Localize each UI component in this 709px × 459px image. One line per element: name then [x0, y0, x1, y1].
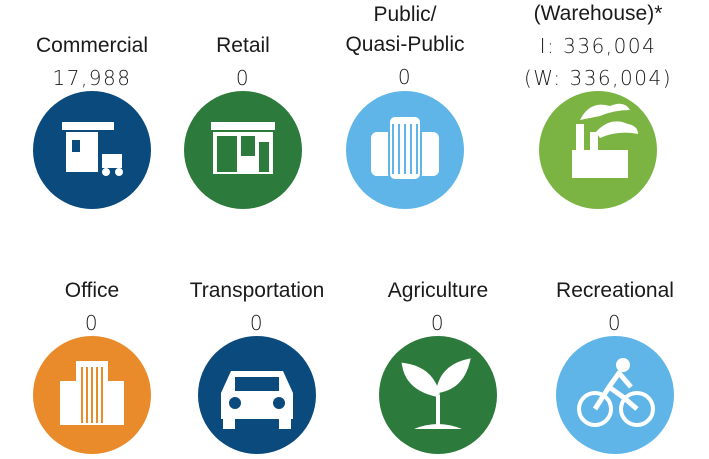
- category-label: Public/: [373, 3, 436, 26]
- icon-part: [580, 103, 630, 120]
- category-value: 0: [398, 65, 412, 89]
- icon: [221, 371, 293, 429]
- icon-part: [577, 391, 613, 427]
- icon-part: [596, 121, 638, 138]
- icon-part: [102, 154, 122, 168]
- icon-part: [273, 397, 285, 409]
- category-label: Retail: [216, 34, 270, 57]
- icon: [371, 115, 439, 181]
- icon-part: [616, 358, 630, 372]
- category-label: Quasi-Public: [345, 33, 464, 56]
- category-value: (W: 336,004): [524, 66, 672, 90]
- icon-part: [241, 136, 255, 156]
- icon: [401, 358, 471, 429]
- category-value: 0: [250, 311, 264, 335]
- icon-part: [401, 358, 471, 425]
- icon-part: [619, 391, 655, 427]
- icon-part: [60, 381, 78, 425]
- icon-part: [106, 381, 124, 425]
- icon-part: [66, 132, 98, 172]
- land-use-item: Agriculture 0: [379, 279, 497, 454]
- category-value: 0: [236, 66, 250, 90]
- icon-part: [229, 397, 241, 409]
- icon-circle: [556, 336, 674, 454]
- icon: [62, 122, 123, 176]
- icon-part: [576, 124, 584, 152]
- icon-part: [217, 136, 237, 172]
- land-use-item: Industrial(Warehouse)*I: 336,004(W: 336,…: [524, 2, 672, 209]
- icon: [572, 103, 638, 178]
- icon-part: [211, 122, 275, 130]
- category-label: Transportation: [190, 279, 325, 302]
- icon-part: [590, 132, 598, 152]
- icon: [60, 361, 124, 425]
- land-use-item: Transportation 0: [190, 279, 325, 454]
- icon-part: [223, 419, 235, 429]
- land-use-item: Retail 0: [184, 34, 302, 209]
- category-label: Agriculture: [388, 279, 488, 302]
- icon-part: [115, 168, 123, 176]
- category-value: 0: [431, 311, 445, 335]
- icon-part: [592, 370, 639, 411]
- land-use-item: Office 0: [33, 279, 151, 454]
- icon-part: [102, 168, 110, 176]
- icon-part: [572, 150, 628, 178]
- category-value: I: 336,004: [540, 34, 657, 58]
- icon: [577, 358, 655, 427]
- category-value: 0: [85, 311, 99, 335]
- icon-part: [235, 377, 279, 391]
- category-label: Commercial: [36, 34, 148, 57]
- category-value: 0: [608, 311, 622, 335]
- category-value: 17,988: [53, 66, 132, 90]
- land-use-item: Public/Quasi-Public 0: [345, 3, 465, 209]
- category-label: Office: [65, 279, 119, 302]
- icon-part: [62, 122, 114, 130]
- icon-part: [259, 142, 269, 172]
- icon-part: [279, 419, 291, 429]
- icon-part: [414, 424, 462, 429]
- category-label: Recreational: [556, 279, 674, 302]
- icon: [211, 122, 275, 174]
- land-use-item: Commercial 17,988: [33, 34, 151, 209]
- land-use-item: Recreational 0: [556, 279, 674, 454]
- icon-part: [72, 140, 80, 152]
- category-label: (Warehouse)*: [534, 2, 663, 25]
